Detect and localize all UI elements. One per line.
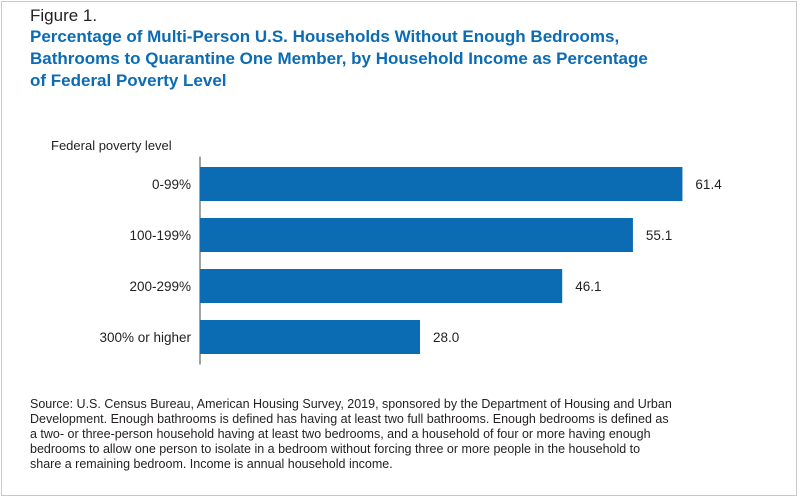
category-tick-label: 200-299% xyxy=(129,279,191,294)
source-line: Source: U.S. Census Bureau, American Hou… xyxy=(30,397,672,411)
bar-value-label: 28.0 xyxy=(433,330,459,345)
bar xyxy=(200,167,683,201)
bar-value-label: 55.1 xyxy=(646,228,672,243)
category-tick-label: 0-99% xyxy=(152,177,191,192)
source-line: Development. Enough bathrooms is defined… xyxy=(30,412,669,426)
source-line: share a remaining bedroom. Income is ann… xyxy=(30,457,393,471)
chart-title: Percentage of Multi-Person U.S. Househol… xyxy=(30,26,790,92)
category-tick-label: 100-199% xyxy=(129,228,191,243)
bar xyxy=(200,320,420,354)
chart-title-line: Percentage of Multi-Person U.S. Househol… xyxy=(30,27,620,46)
category-tick-label: 300% or higher xyxy=(99,330,191,345)
y-axis-title: Federal poverty level xyxy=(51,138,172,153)
bar xyxy=(200,218,633,252)
bar-value-label: 46.1 xyxy=(575,279,601,294)
bar-chart: 0-99% 61.4 100-199% 55.1 200-299% 46.1 300% or… xyxy=(99,156,722,365)
bar xyxy=(200,269,563,303)
source-line: a two- or three-person household having … xyxy=(30,427,651,441)
figure-label: Figure 1. xyxy=(30,6,98,25)
source-note: Source: U.S. Census Bureau, American Hou… xyxy=(30,397,790,472)
chart-title-line: of Federal Poverty Level xyxy=(30,71,227,90)
bar-value-label: 61.4 xyxy=(695,177,722,192)
source-line: bedrooms to allow one person to isolate … xyxy=(30,442,641,456)
chart-title-line: Bathrooms to Quarantine One Member, by H… xyxy=(30,49,648,68)
